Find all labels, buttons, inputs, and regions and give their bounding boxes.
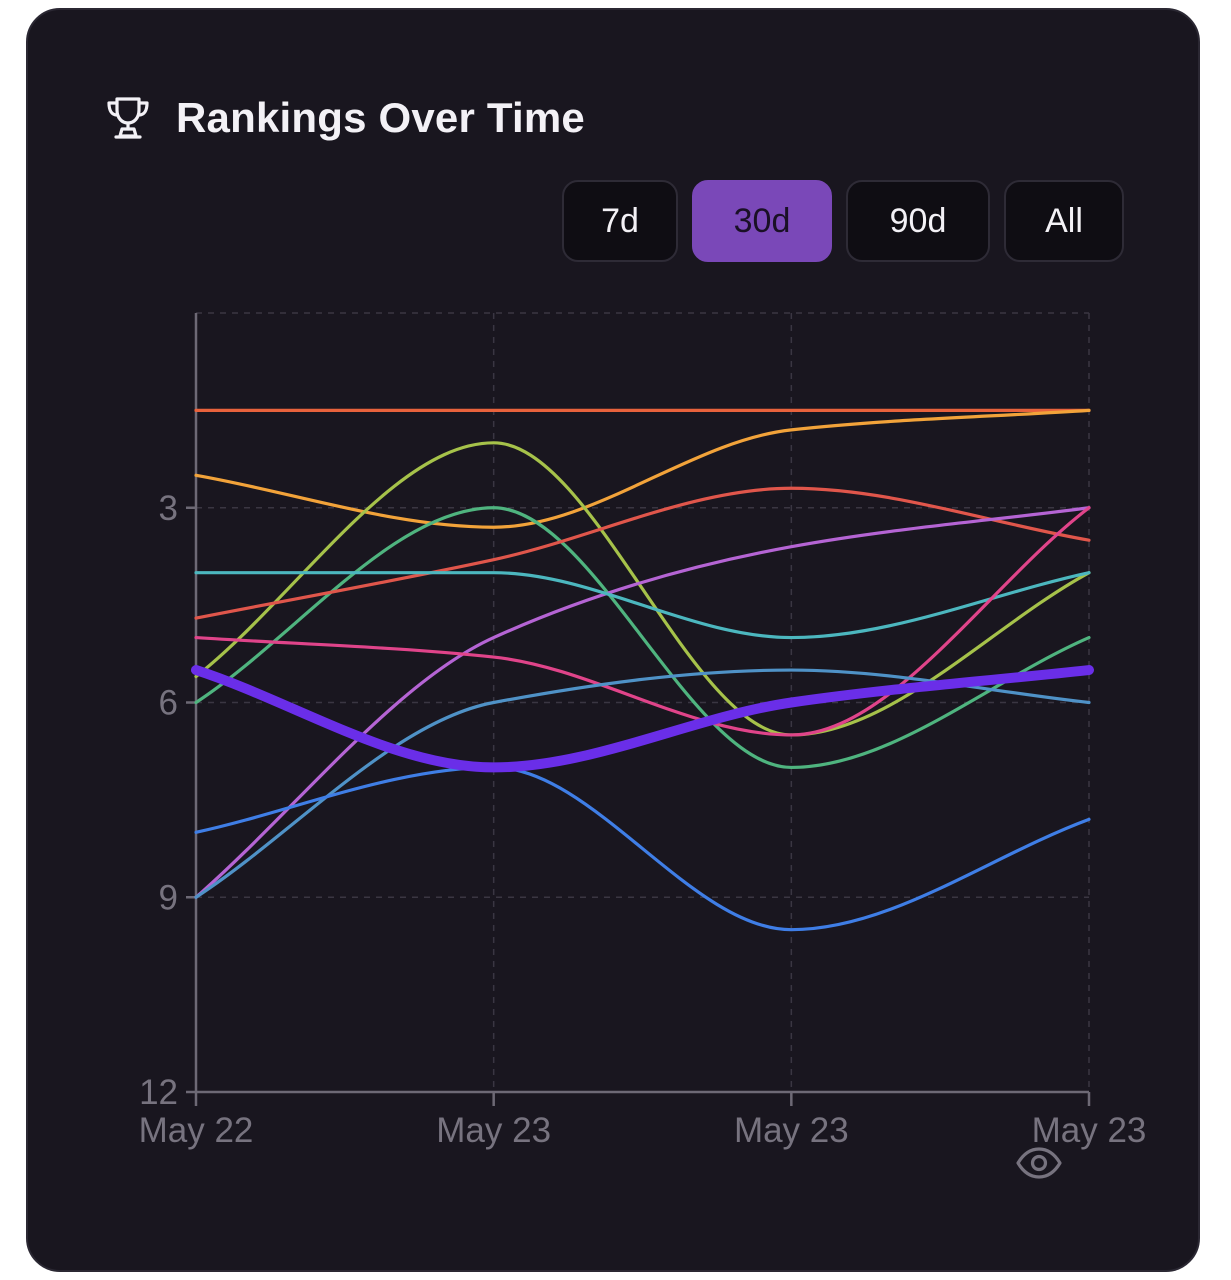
y-tick-label: 3 <box>159 489 178 528</box>
time-range-selector: 7d 30d 90d All <box>562 180 1124 262</box>
series-line-highlighted[interactable] <box>191 665 1094 773</box>
series-line-1[interactable] <box>194 408 1091 529</box>
range-button-30d[interactable]: 30d <box>692 180 832 262</box>
x-tick-label: May 22 <box>139 1111 254 1150</box>
card-header: Rankings Over Time <box>104 94 585 142</box>
range-button-90d[interactable]: 90d <box>846 180 990 262</box>
chart-grid <box>196 312 1090 1092</box>
range-button-all[interactable]: All <box>1004 180 1124 262</box>
series-line-4[interactable] <box>194 486 1091 620</box>
x-tick-label: May 23 <box>436 1111 551 1150</box>
x-tick-label: May 23 <box>734 1111 849 1150</box>
series-line-9[interactable] <box>194 765 1091 932</box>
trophy-icon <box>104 94 152 142</box>
eye-icon[interactable] <box>1016 1146 1062 1185</box>
card-title: Rankings Over Time <box>176 94 585 141</box>
series-line-6[interactable] <box>194 571 1091 640</box>
x-tick-label: May 23 <box>1032 1111 1147 1150</box>
series-line-5[interactable] <box>194 506 1091 899</box>
series-line-3[interactable] <box>194 506 1091 770</box>
chart-series <box>191 408 1094 932</box>
y-tick-label: 6 <box>159 684 178 723</box>
series-line-2[interactable] <box>194 441 1091 737</box>
y-tick-label: 9 <box>159 878 178 917</box>
range-button-7d[interactable]: 7d <box>562 180 678 262</box>
y-tick-label: 12 <box>139 1073 178 1112</box>
series-line-7[interactable] <box>194 506 1091 737</box>
series-line-8[interactable] <box>194 668 1091 899</box>
